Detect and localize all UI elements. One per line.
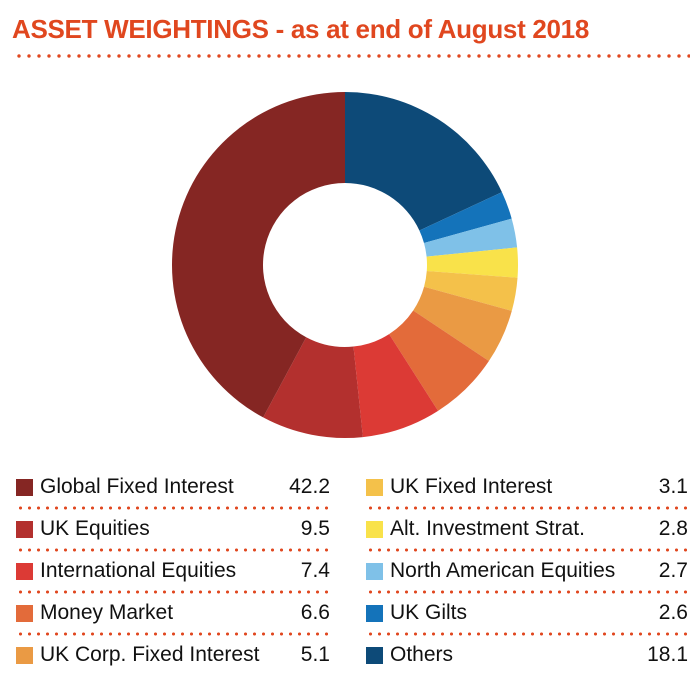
donut-chart	[172, 92, 518, 438]
legend-swatch	[366, 478, 383, 496]
legend-label: UK Equities	[40, 517, 150, 540]
chart-title: ASSET WEIGHTINGS - as at end of August 2…	[12, 14, 590, 44]
legend-swatch	[16, 646, 33, 664]
legend-item-uk-equities: UK Equities 9.5	[16, 508, 330, 550]
legend-separator	[16, 632, 330, 636]
legend-separator	[16, 506, 330, 510]
legend-value: 7.4	[300, 559, 330, 582]
legend-item-uk-fixed-interest: UK Fixed Interest 3.1	[366, 466, 688, 508]
legend-label: Alt. Investment Strat.	[390, 517, 585, 540]
legend-item-others: Others 18.1	[366, 634, 688, 676]
legend-item-global-fixed-interest: Global Fixed Interest 42.2	[16, 466, 330, 508]
legend-swatch	[16, 604, 33, 622]
legend-item-uk-corp-fixed-interest: UK Corp. Fixed Interest 5.1	[16, 634, 330, 676]
legend-value: 9.5	[300, 517, 330, 540]
legend-value: 42.2	[289, 475, 330, 498]
legend-item-money-market: Money Market 6.6	[16, 592, 330, 634]
donut-slice-uk-gilts	[419, 192, 512, 244]
legend-value: 18.1	[647, 643, 688, 666]
legend-item-north-american-equities: North American Equities 2.7	[366, 550, 688, 592]
legend-item-alt-investment-strat: Alt. Investment Strat. 2.8	[366, 508, 688, 550]
legend-label: Others	[390, 643, 454, 666]
title-dotted-rule	[14, 54, 690, 58]
legend-separator	[366, 632, 688, 636]
legend-value: 3.1	[658, 475, 688, 498]
legend-swatch	[16, 562, 33, 580]
legend-separator	[366, 548, 688, 552]
legend-swatch	[16, 520, 33, 538]
legend-label: International Equities	[40, 559, 237, 582]
donut-slice-international-equities	[353, 334, 439, 438]
legend-value: 5.1	[300, 643, 330, 666]
donut-slice-uk-fixed-interest	[424, 271, 518, 311]
legend-value: 2.6	[658, 601, 688, 624]
chart-legend: Global Fixed Interest 42.2 UK Equities 9.5 I…	[16, 466, 688, 678]
legend-value: 2.7	[658, 559, 688, 582]
donut-slice-alt-investment-strat	[426, 247, 518, 278]
legend-swatch	[366, 646, 383, 664]
donut-slice-money-market	[389, 310, 489, 411]
legend-label: Global Fixed Interest	[40, 475, 234, 498]
legend-separator	[366, 590, 688, 594]
legend-item-uk-gilts: UK Gilts 2.6	[366, 592, 688, 634]
legend-value: 2.8	[658, 517, 688, 540]
donut-slice-uk-corp-fixed-interest	[413, 286, 512, 362]
legend-label: UK Gilts	[390, 601, 468, 624]
donut-slice-north-american-equities	[423, 218, 518, 257]
legend-swatch	[366, 604, 383, 622]
legend-item-international-equities: International Equities 7.4	[16, 550, 330, 592]
legend-swatch	[366, 520, 383, 538]
legend-label: UK Fixed Interest	[390, 475, 553, 498]
donut-slice-others	[345, 92, 502, 231]
legend-separator	[16, 590, 330, 594]
legend-separator	[16, 548, 330, 552]
donut-slice-global-fixed-interest	[172, 92, 345, 418]
legend-label: UK Corp. Fixed Interest	[40, 643, 260, 666]
legend-separator	[366, 506, 688, 510]
donut-slice-uk-equities	[263, 337, 363, 438]
legend-label: Money Market	[40, 601, 174, 624]
legend-label: North American Equities	[390, 559, 616, 582]
legend-swatch	[16, 478, 33, 496]
legend-value: 6.6	[300, 601, 330, 624]
legend-swatch	[366, 562, 383, 580]
